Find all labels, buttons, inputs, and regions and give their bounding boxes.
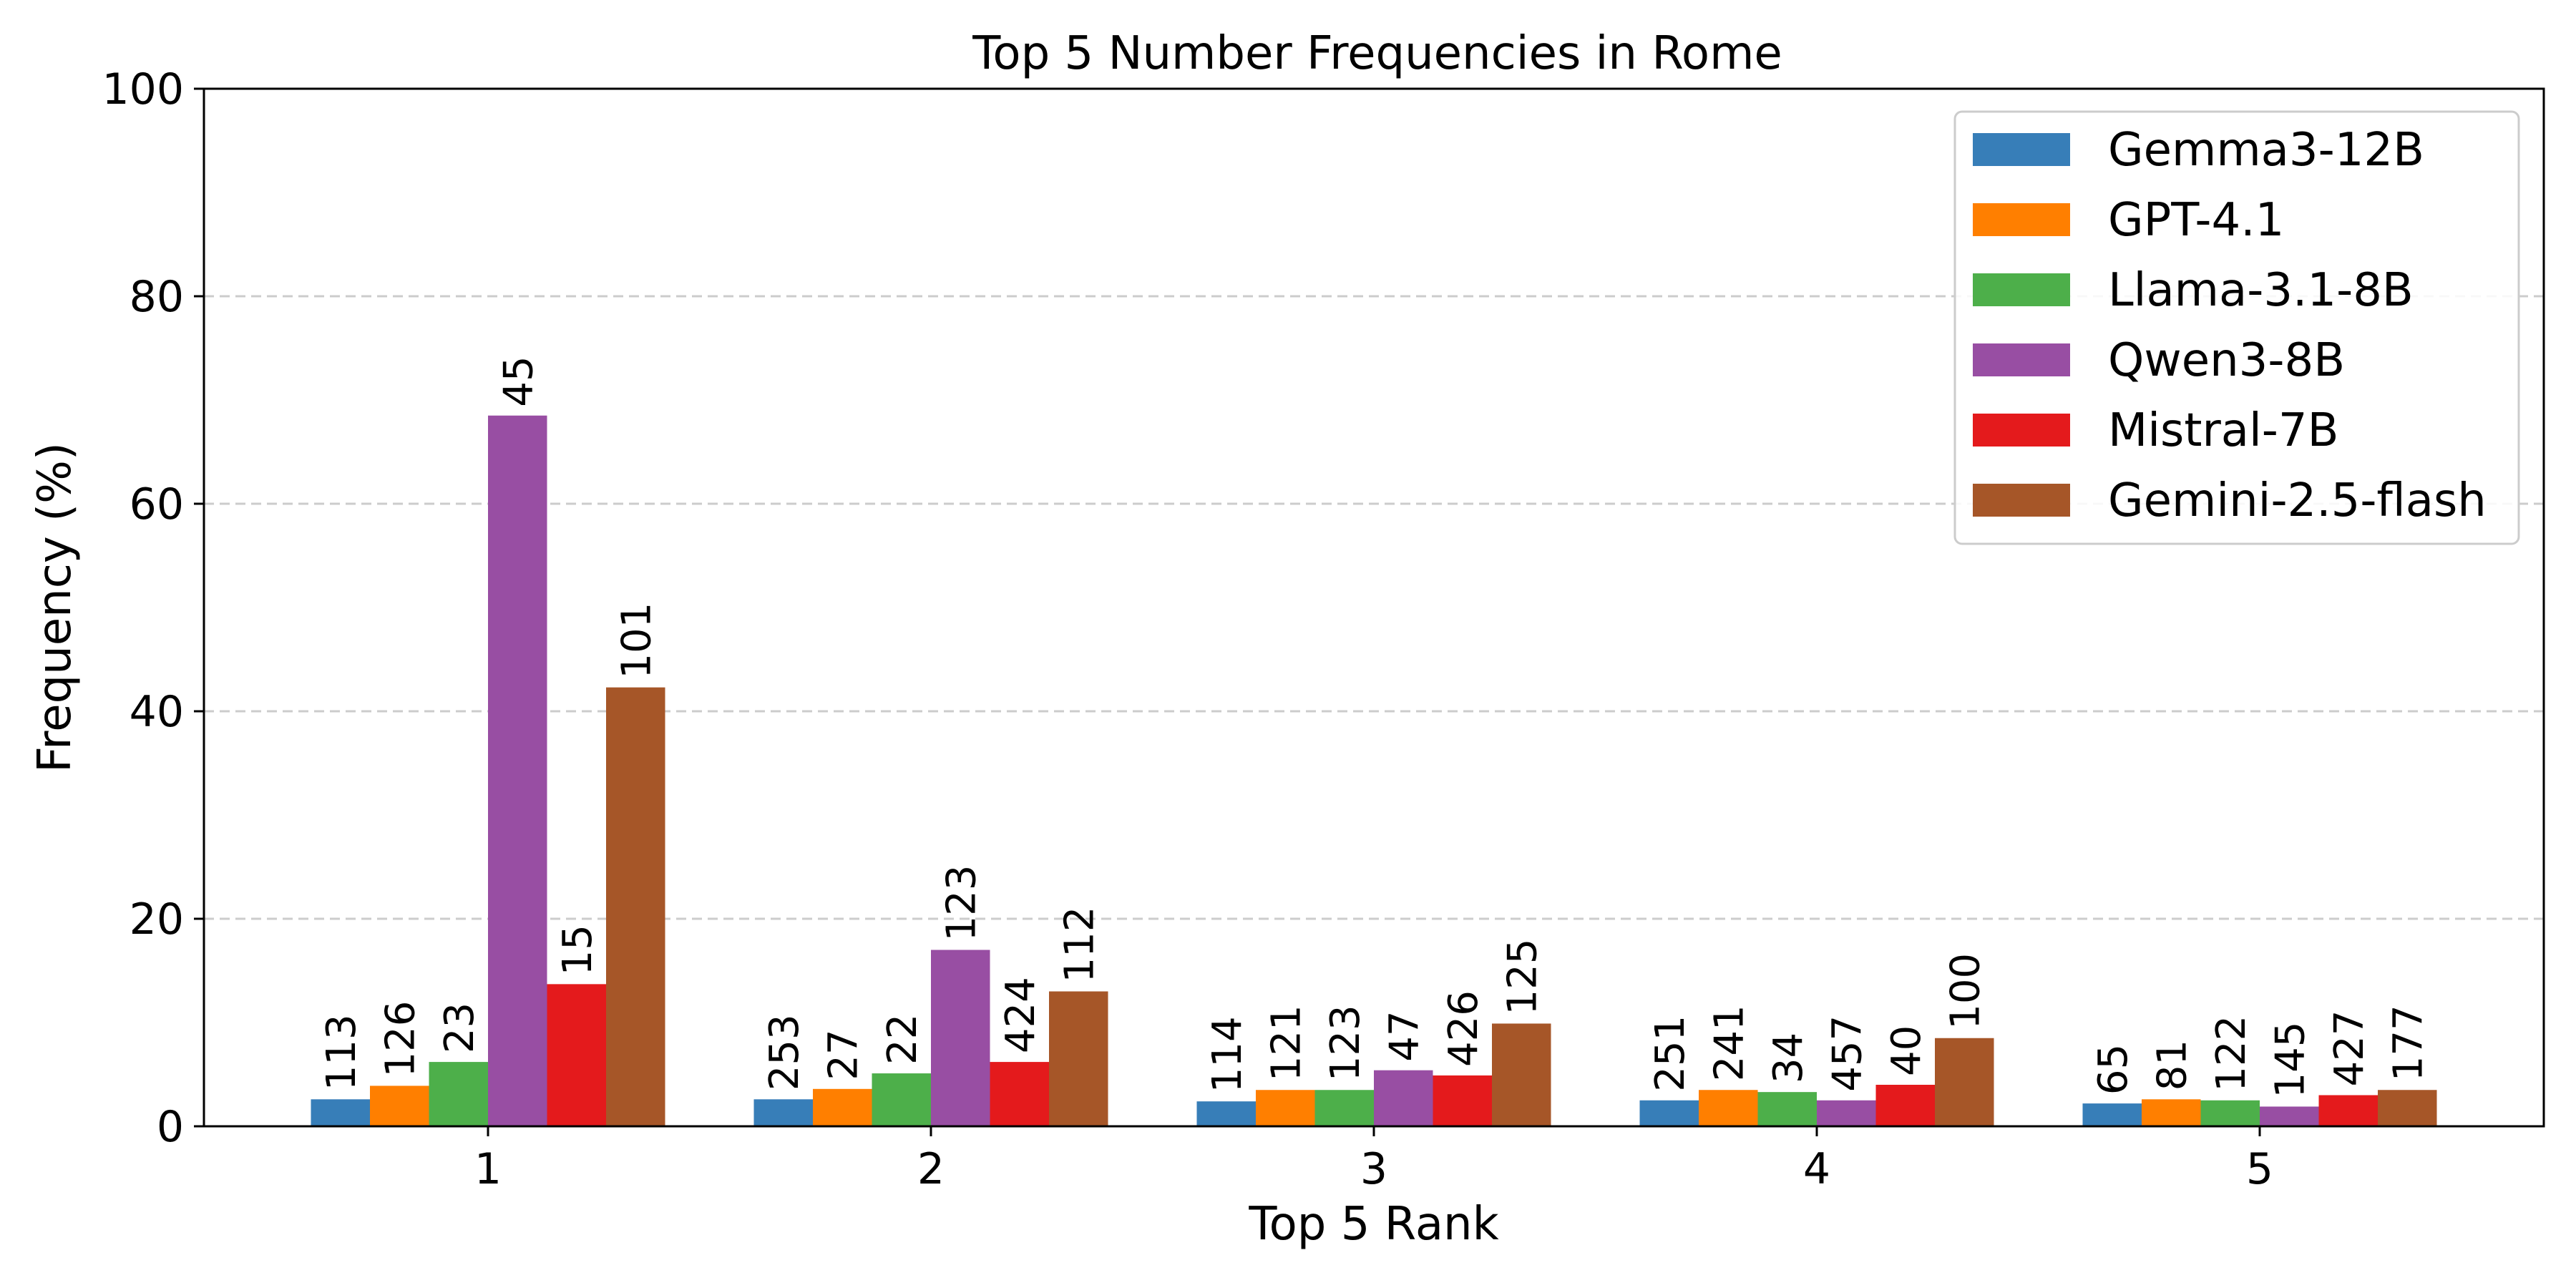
bar <box>488 415 547 1126</box>
bar-value-label: 112 <box>1056 907 1103 983</box>
bar-value-label: 65 <box>2090 1044 2137 1095</box>
bar-value-label: 34 <box>1765 1033 1812 1083</box>
bar <box>1433 1075 1492 1126</box>
bar-value-label: 22 <box>879 1014 926 1065</box>
bar <box>1196 1101 1256 1126</box>
bar <box>1492 1023 1551 1126</box>
legend-entry-label: Qwen3-8B <box>2108 334 2345 387</box>
bar-value-labels: 113 126 23 45 15 101 253 27 22 123 424 112 114 121 123… <box>318 356 2432 1098</box>
legend-swatch <box>1973 203 2070 236</box>
x-tick-label: 4 <box>1803 1144 1830 1194</box>
bar-value-label: 45 <box>495 356 542 406</box>
bar-value-label: 123 <box>1322 1005 1369 1081</box>
bar <box>1699 1090 1758 1126</box>
bar <box>753 1099 813 1126</box>
bar-value-label: 40 <box>1883 1025 1930 1076</box>
bar-value-label: 122 <box>2208 1015 2255 1092</box>
legend-swatch <box>1973 414 2070 447</box>
chart-title: Top 5 Number Frequencies in Rome <box>972 27 1782 80</box>
bar <box>931 950 990 1126</box>
bar <box>2318 1095 2378 1126</box>
bar-value-label: 81 <box>2149 1040 2195 1091</box>
legend-swatch <box>1973 484 2070 517</box>
bar-value-label: 177 <box>2385 1005 2431 1081</box>
bar-value-label: 100 <box>1942 953 1989 1030</box>
bar <box>1935 1038 1994 1126</box>
x-tick-label: 3 <box>1360 1144 1387 1194</box>
bar <box>1374 1070 1433 1126</box>
legend-swatch <box>1973 343 2070 376</box>
bar-value-label: 15 <box>555 924 601 975</box>
bar <box>370 1085 429 1126</box>
bar <box>1817 1100 1876 1126</box>
bar <box>990 1062 1049 1126</box>
y-tick-label: 60 <box>130 479 184 530</box>
bar-value-label: 241 <box>1706 1005 1752 1081</box>
legend-entry-label: Llama-3.1-8B <box>2108 264 2414 317</box>
bar <box>2142 1099 2201 1126</box>
bar-value-label: 145 <box>2267 1022 2313 1098</box>
bar-value-label: 47 <box>1381 1010 1428 1061</box>
bar-value-label: 251 <box>1647 1015 1694 1092</box>
bar <box>547 984 606 1126</box>
legend-entry-label: Gemma3-12B <box>2108 124 2424 177</box>
bar-value-label: 101 <box>613 602 660 679</box>
bar <box>2200 1100 2260 1126</box>
bar-value-label: 23 <box>436 1002 483 1053</box>
bar <box>1049 991 1108 1126</box>
bar-value-label: 457 <box>1824 1015 1870 1092</box>
bar <box>872 1073 931 1126</box>
bar-value-label: 113 <box>318 1014 365 1091</box>
legend-entry-label: Gemini-2.5-flash <box>2108 474 2487 527</box>
bar-value-label: 426 <box>1440 990 1487 1067</box>
legend-box <box>1953 110 2520 545</box>
legend-entry-label: Mistral-7B <box>2108 404 2338 457</box>
x-axis-label: Top 5 Rank <box>1248 1198 1498 1251</box>
bar <box>606 687 665 1126</box>
bar-value-label: 253 <box>761 1014 808 1091</box>
bar-value-label: 114 <box>1204 1016 1251 1093</box>
bar <box>2378 1090 2437 1126</box>
bar-value-label: 126 <box>377 1001 424 1078</box>
bar <box>1256 1090 1315 1126</box>
y-tick-label: 80 <box>130 272 184 322</box>
y-tick-label: 20 <box>130 894 184 945</box>
bar <box>429 1062 488 1126</box>
gridlines <box>204 295 2544 920</box>
x-tick-label: 5 <box>2246 1144 2273 1194</box>
x-tick-label: 1 <box>474 1144 502 1194</box>
bar-value-label: 125 <box>1499 939 1546 1015</box>
bar-value-label: 27 <box>820 1030 867 1080</box>
bar <box>2260 1106 2319 1126</box>
bar-value-label: 427 <box>2326 1010 2373 1087</box>
legend-entry-label: GPT-4.1 <box>2108 194 2284 247</box>
bar-value-label: 121 <box>1263 1005 1309 1081</box>
bar <box>2082 1103 2142 1126</box>
y-tick-label: 100 <box>102 64 184 114</box>
bars <box>311 415 2437 1126</box>
legend-swatch <box>1973 273 2070 306</box>
bar <box>1314 1090 1374 1126</box>
y-tick-label: 0 <box>157 1102 184 1152</box>
bar <box>1757 1092 1817 1126</box>
x-tick-label: 2 <box>917 1144 945 1194</box>
bar <box>1639 1100 1699 1126</box>
bar <box>813 1088 872 1126</box>
legend-swatch <box>1973 133 2070 166</box>
y-tick-label: 40 <box>130 687 184 737</box>
y-axis-label: Frequency (%) <box>29 442 82 773</box>
legend: Gemma3-12B GPT-4.1 Llama-3.1-8B Qwen3-8B Mis… <box>1953 110 2520 545</box>
bar-value-label: 123 <box>938 865 985 942</box>
bar-value-label: 424 <box>997 977 1044 1053</box>
bar <box>1875 1085 1935 1126</box>
bar <box>311 1099 370 1126</box>
